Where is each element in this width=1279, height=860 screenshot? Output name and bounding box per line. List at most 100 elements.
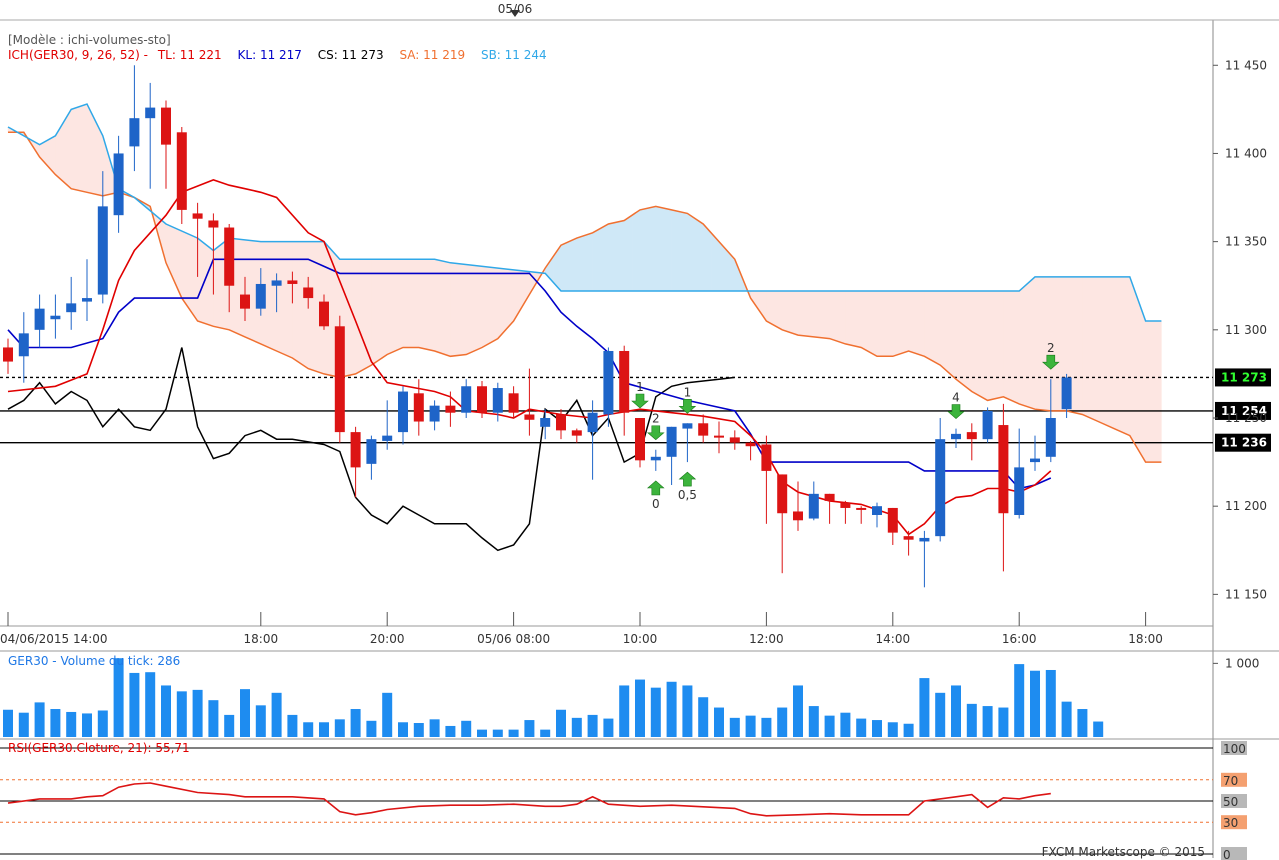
cloud-segment (837, 290, 846, 345)
volume-bar (650, 687, 661, 737)
candle-body (413, 393, 424, 422)
candle-body (856, 507, 867, 510)
volume-bar (729, 717, 740, 737)
cloud-segment (623, 214, 633, 292)
footer-copyright: FXCM Marketscope © 2015 (1042, 845, 1205, 859)
candle-body (113, 153, 124, 216)
candle-body (540, 418, 551, 427)
cloud-segment (924, 290, 933, 362)
candle-body (919, 537, 930, 542)
volume-bars: 1 000 (3, 656, 1259, 737)
volume-bar (872, 720, 882, 737)
cloud-segment (497, 267, 506, 340)
candle-body (524, 414, 535, 420)
price-tick-label: 11 400 (1225, 146, 1267, 160)
cloud-segment (908, 290, 917, 354)
time-tick-label: 18:00 (244, 632, 279, 646)
candle-body (287, 280, 298, 284)
cloud-segment (450, 262, 459, 357)
cloud-segment (481, 266, 491, 348)
time-tick-label: 12:00 (749, 632, 784, 646)
volume-bar (18, 712, 29, 737)
cloud-segment (1121, 276, 1131, 437)
candle-body (761, 444, 772, 471)
candle-body (50, 315, 61, 320)
signal-arrow-icon: 1 (678, 385, 697, 414)
volume-bar (524, 720, 535, 737)
cloud-segment (592, 227, 601, 292)
legend-cs: CS: 11 273 (318, 48, 384, 62)
cloud-segment (916, 290, 925, 357)
volume-bar (887, 722, 898, 737)
candle-body (1030, 458, 1040, 463)
candle-body (66, 303, 77, 313)
signal-label: 0 (652, 497, 660, 511)
cloud-segment (213, 243, 222, 329)
cloud-segment (813, 290, 822, 339)
legend-sb: SB: 11 244 (481, 48, 547, 62)
rsi-tag (1221, 741, 1247, 755)
volume-bar (1061, 701, 1072, 737)
candle-body (303, 287, 314, 299)
volume-bar (556, 709, 566, 737)
cloud-segment (631, 209, 641, 292)
cloud-segment (987, 290, 996, 401)
volume-bar (366, 720, 377, 737)
volume-bar (224, 714, 235, 737)
candle-body (666, 426, 677, 457)
cloud-segment (853, 290, 862, 348)
volume-bar (208, 700, 219, 737)
volume-bar (508, 729, 519, 737)
cloud-segment (963, 290, 973, 393)
cloud-segment (900, 290, 909, 354)
ichimoku-legend-prefix: ICH(GER30, 9, 26, 52) - (8, 48, 148, 62)
candle-body (350, 432, 361, 468)
cloud-segment (465, 264, 475, 355)
volume-bar (1014, 664, 1025, 737)
cloud-segment (205, 243, 214, 327)
kijun-line (7, 258, 1052, 490)
candle-body (729, 437, 740, 443)
cloud-segment (781, 290, 791, 333)
volume-bar (745, 715, 756, 737)
volume-bar (540, 729, 551, 737)
cloud-segment (1026, 276, 1036, 410)
volume-bar (334, 719, 345, 737)
candle-body (255, 283, 266, 309)
volume-bar (682, 685, 693, 737)
signal-label: 2 (1047, 341, 1055, 355)
candle-body (508, 393, 519, 413)
cloud-segment (663, 207, 672, 292)
candles (3, 65, 1072, 588)
volume-bar (129, 672, 140, 737)
cloud-segment (702, 223, 712, 292)
cloud-segment (932, 290, 941, 366)
price-tick-label: 11 250 (1225, 411, 1267, 425)
level-tag-label: 11 273 (1221, 370, 1267, 384)
senkou-a-line (8, 131, 1162, 463)
signal-label: 1 (684, 385, 692, 399)
cloud-segment (947, 290, 957, 380)
cloud-segment (189, 234, 198, 322)
cloud-segment (766, 290, 775, 326)
volume-bar (1045, 669, 1056, 737)
cloud-segment (458, 263, 467, 356)
senkou-b-line (7, 103, 1162, 322)
candle-body (745, 442, 756, 447)
cloud-segment (639, 207, 649, 292)
cloud-segment (671, 209, 680, 292)
price-tick-label: 11 300 (1225, 323, 1267, 337)
volume-bar (935, 692, 946, 737)
candle-body (492, 388, 503, 413)
time-tick-label: 16:00 (1002, 632, 1037, 646)
candle-body (571, 430, 582, 436)
volume-bar (856, 718, 867, 737)
candle-body (619, 350, 630, 413)
price-tick-label: 11 150 (1225, 587, 1267, 601)
candle-body (240, 294, 250, 309)
rsi-tag (1221, 794, 1247, 808)
candle-body (714, 435, 724, 438)
cloud-segment (616, 220, 625, 292)
volume-bar (66, 711, 77, 737)
